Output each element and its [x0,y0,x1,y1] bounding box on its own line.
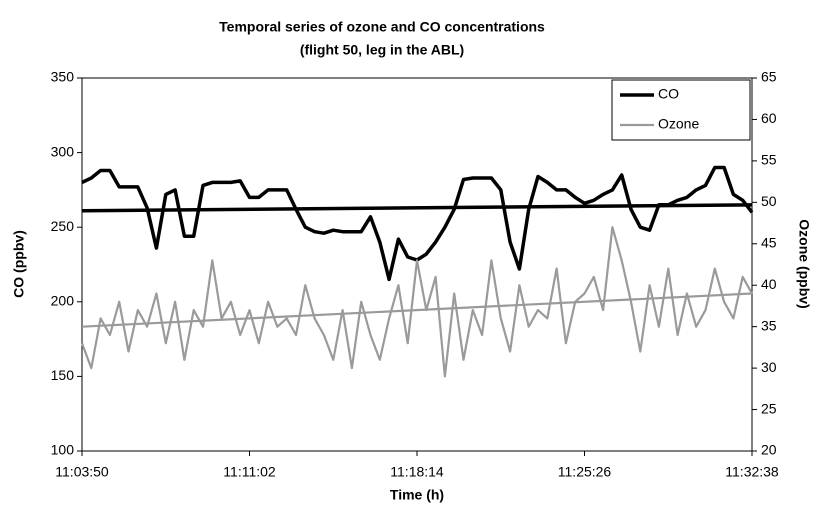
y-tick-label: 200 [51,293,75,309]
y2-tick-label: 20 [761,442,777,458]
chart-subtitle: (flight 50, leg in the ABL) [300,42,464,58]
y-tick-label: 300 [51,143,75,159]
y-tick-label: 150 [51,367,75,383]
legend-label: Ozone [658,116,699,132]
x-axis-label: Time (h) [390,487,444,503]
x-tick-label: 11:25:26 [558,464,612,480]
x-tick-label: 11:11:02 [223,464,276,480]
x-tick-label: 11:32:38 [725,464,779,480]
y2-tick-label: 45 [761,234,777,250]
y2-tick-label: 55 [761,152,777,168]
y2-tick-label: 40 [761,276,777,292]
y2-tick-label: 60 [761,110,777,126]
y2-tick-label: 25 [761,400,777,416]
trend-line [81,203,753,213]
y-tick-label: 250 [51,218,75,234]
y2-tick-label: 50 [761,193,777,209]
y2-tick-label: 65 [761,69,777,85]
y2-tick-label: 30 [761,359,777,375]
data-line [80,226,753,378]
x-tick-label: 11:03:50 [55,464,109,480]
y2-tick-label: 35 [761,317,777,333]
y-axis-label: CO (ppbv) [11,230,27,298]
y2-axis-label: Ozone (ppbv) [796,219,812,308]
y-tick-label: 100 [51,442,75,458]
legend-box [611,79,751,141]
x-tick-label: 11:18:14 [390,464,444,480]
y-tick-label: 350 [51,69,75,85]
legend-label: CO [658,86,679,102]
chart-title: Temporal series of ozone and CO concentr… [219,19,545,35]
trend-line [81,292,753,328]
